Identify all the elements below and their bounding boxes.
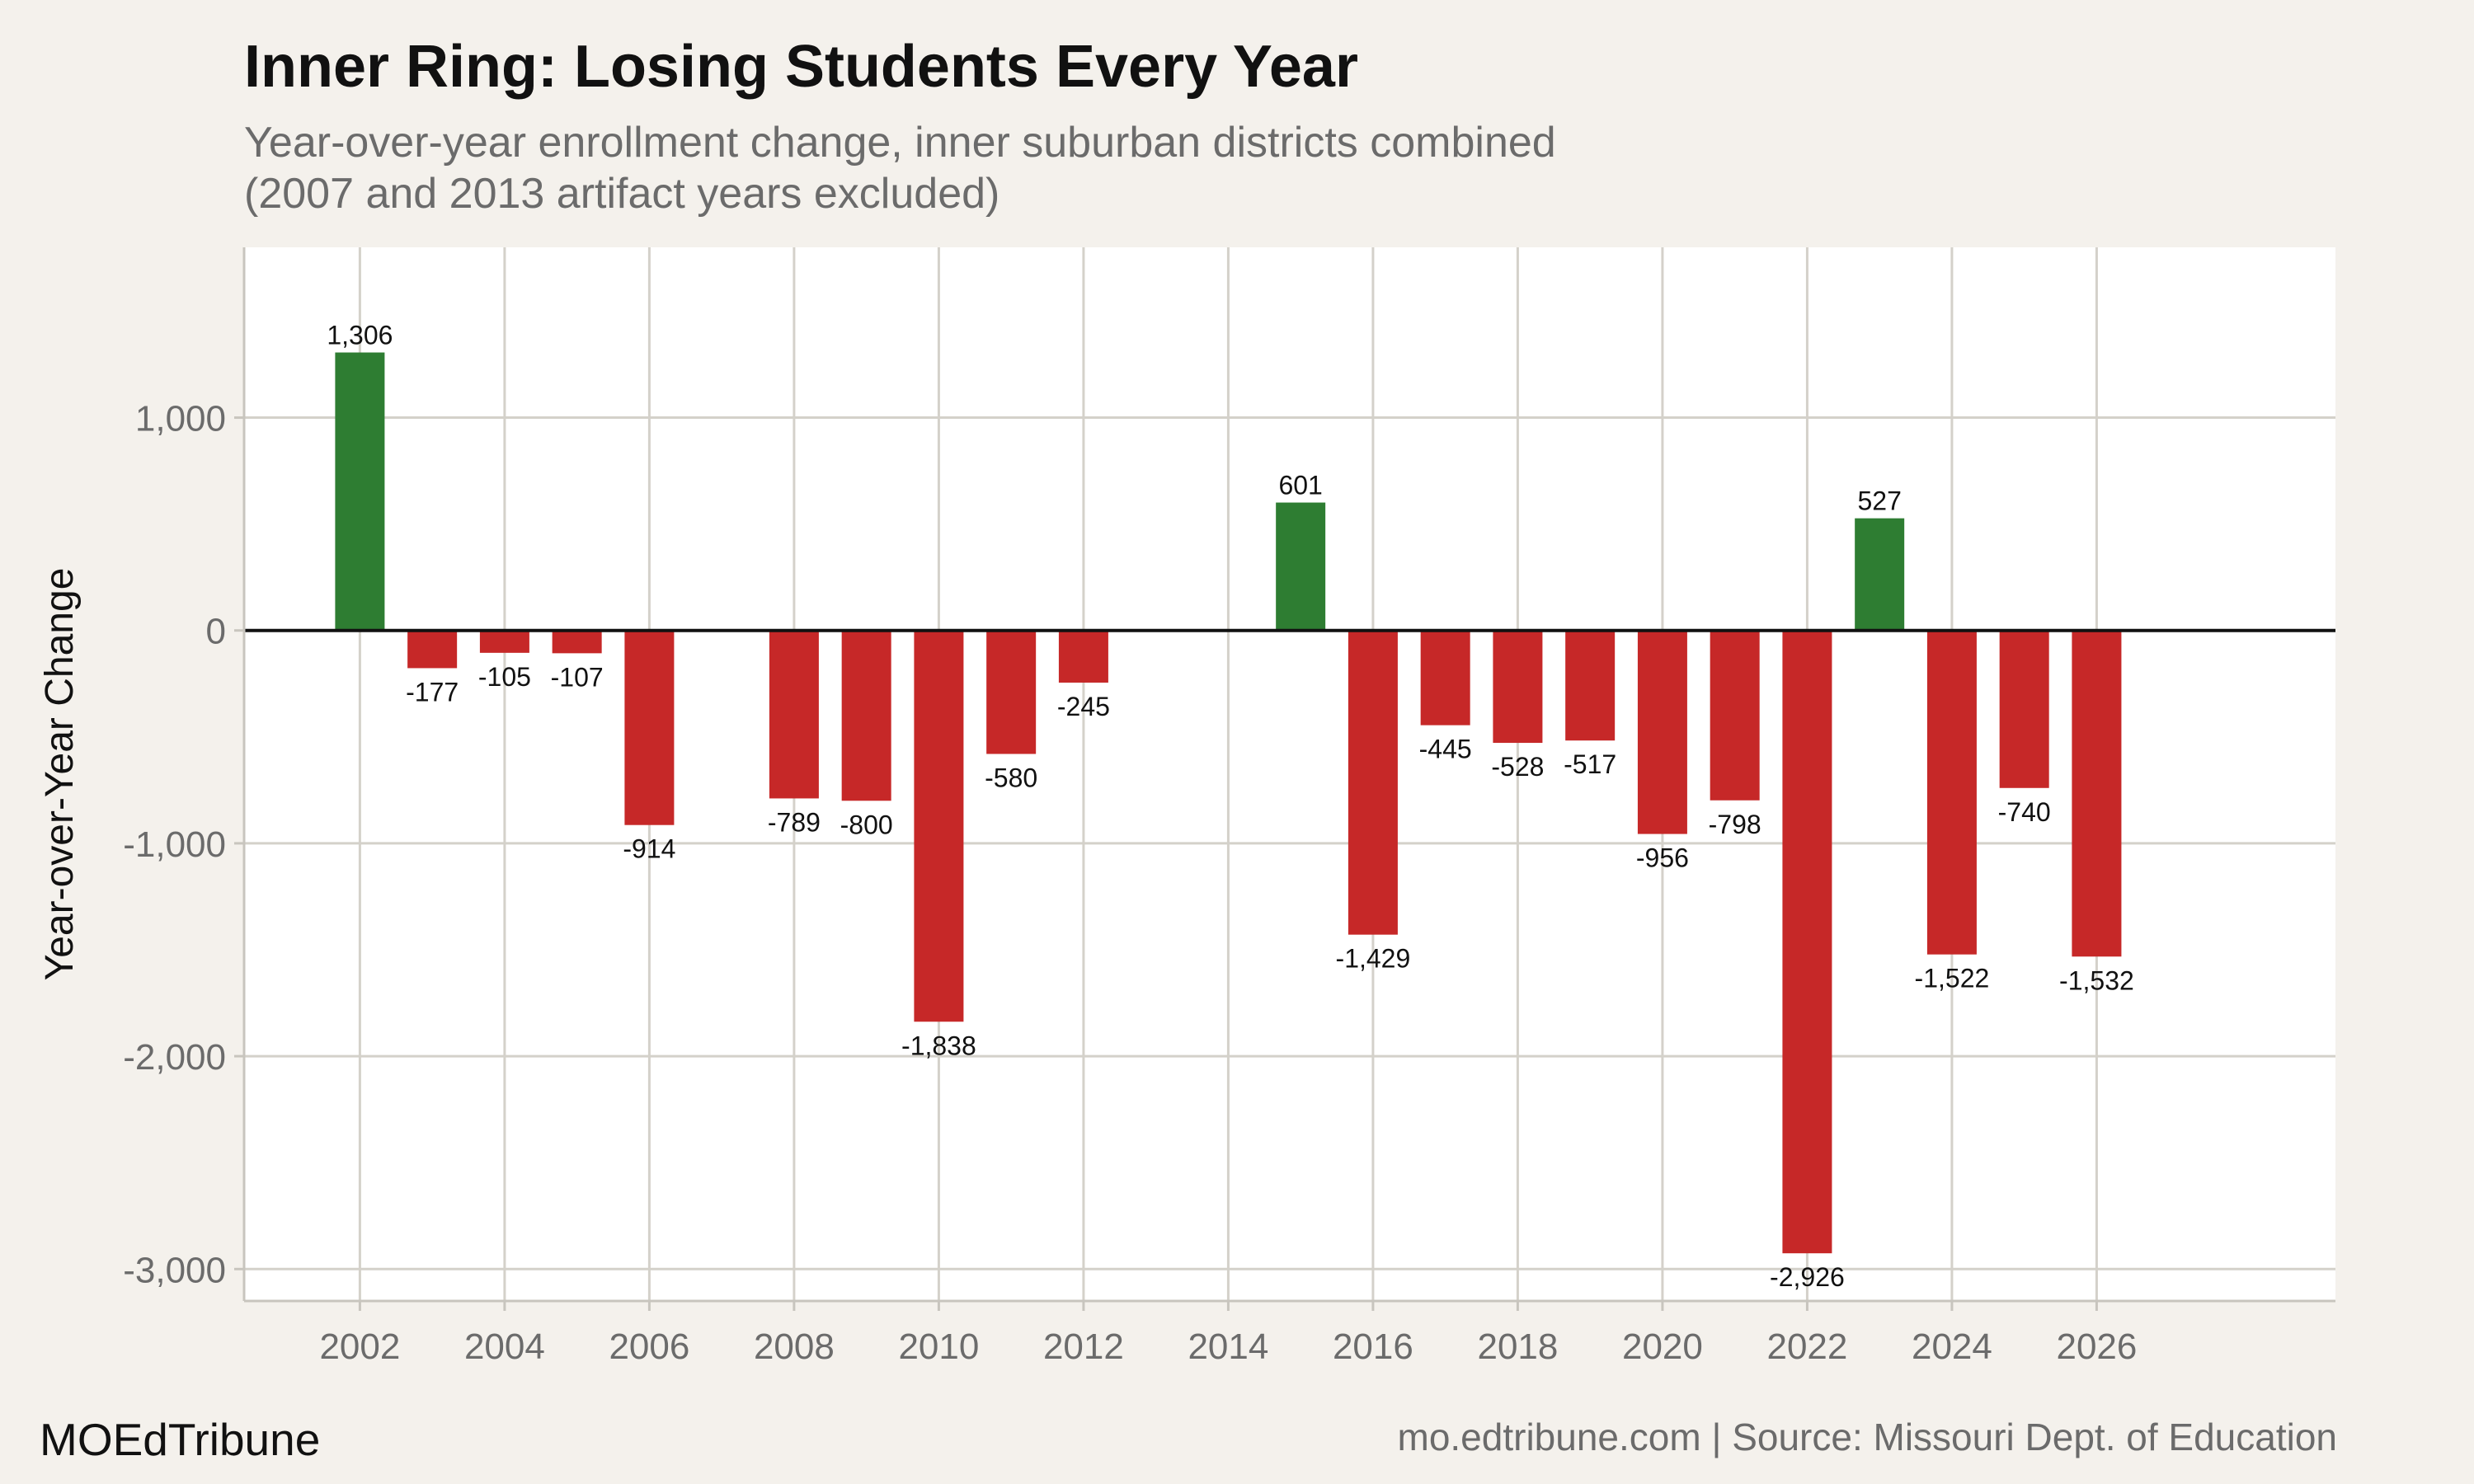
x-tick-label: 2002 <box>319 1327 400 1367</box>
bar <box>769 630 819 799</box>
data-label: -798 <box>1709 810 1761 839</box>
bar <box>1420 630 1470 726</box>
x-tick-label: 2020 <box>1622 1327 1703 1367</box>
data-label: -517 <box>1564 749 1616 779</box>
data-label: -445 <box>1419 735 1472 764</box>
data-label: 601 <box>1278 471 1322 500</box>
brand-logo-text: MOEdTribune <box>40 1414 321 1465</box>
data-label: -245 <box>1057 692 1110 721</box>
bar <box>335 352 385 631</box>
bar <box>841 630 891 801</box>
bar <box>479 630 529 653</box>
bar <box>986 630 1037 754</box>
bar <box>1926 630 1977 955</box>
x-tick-label: 2022 <box>1766 1327 1847 1367</box>
x-tick-label: 2008 <box>754 1327 835 1367</box>
data-label: -740 <box>1998 797 2051 827</box>
data-label: -107 <box>551 662 604 692</box>
data-label: -789 <box>768 807 821 837</box>
x-tick-label: 2018 <box>1477 1327 1558 1367</box>
bar <box>1058 630 1108 683</box>
chart-subtitle: Year-over-year enrollment change, inner … <box>244 117 1556 219</box>
data-label: -1,838 <box>901 1031 976 1060</box>
data-label: -580 <box>985 763 1037 792</box>
bar <box>1999 630 2049 788</box>
bar <box>1565 630 1616 741</box>
bar <box>1348 630 1398 935</box>
data-label: -800 <box>840 810 893 839</box>
bar <box>1637 630 1687 834</box>
chart-title: Inner Ring: Losing Students Every Year <box>244 34 1358 100</box>
x-tick-label: 2006 <box>609 1327 689 1367</box>
y-tick-label: 1,000 <box>135 399 226 439</box>
bar <box>407 630 458 669</box>
x-tick-label: 2010 <box>898 1327 979 1367</box>
y-axis-title: Year-over-Year Change <box>38 568 82 981</box>
source-note: mo.edtribune.com | Source: Missouri Dept… <box>1397 1416 2338 1458</box>
y-tick-label: -3,000 <box>123 1250 226 1290</box>
data-label: -177 <box>406 677 459 707</box>
data-label: -105 <box>478 662 531 692</box>
chart-subtitle-line-2: (2007 and 2013 artifact years excluded) <box>244 170 1000 218</box>
data-label: -914 <box>623 834 675 864</box>
x-tick-label: 2004 <box>464 1327 545 1367</box>
bar <box>1493 630 1543 744</box>
data-label: -528 <box>1491 752 1544 782</box>
bar <box>1782 630 1832 1254</box>
x-tick-label: 2014 <box>1188 1327 1268 1367</box>
data-label: -1,532 <box>2059 965 2134 995</box>
bar <box>1276 502 1326 631</box>
data-label: -2,926 <box>1770 1262 1845 1292</box>
x-tick-label: 2016 <box>1333 1327 1413 1367</box>
bar <box>914 630 964 1022</box>
bar <box>1855 518 1905 631</box>
bar <box>624 630 675 825</box>
bar <box>552 630 602 654</box>
y-tick-label: -1,000 <box>123 824 226 865</box>
bar <box>1710 630 1760 801</box>
data-label: 1,306 <box>327 321 393 350</box>
data-label: -1,429 <box>1336 944 1411 974</box>
chart-subtitle-line-1: Year-over-year enrollment change, inner … <box>244 119 1556 167</box>
data-label: -1,522 <box>1915 964 1990 993</box>
bar <box>2072 630 2122 957</box>
data-labels: 1,306 -177 -105 -107 -914 -789 -800 -1,838 -580 -… <box>327 321 2133 1293</box>
bars <box>335 352 2122 1254</box>
plot-background <box>244 247 2335 1301</box>
y-tick-label: -2,000 <box>123 1037 226 1078</box>
axes: 1,000 0 -1,000 -2,000 -3,000 2002 2004 2006 2008… <box>123 247 2335 1367</box>
x-tick-label: 2024 <box>1912 1327 1992 1367</box>
y-tick-label: 0 <box>206 612 226 652</box>
x-tick-label: 2026 <box>2056 1327 2137 1367</box>
data-label: -956 <box>1636 843 1689 873</box>
x-tick-label: 2012 <box>1043 1327 1124 1367</box>
data-label: 527 <box>1857 486 1901 516</box>
